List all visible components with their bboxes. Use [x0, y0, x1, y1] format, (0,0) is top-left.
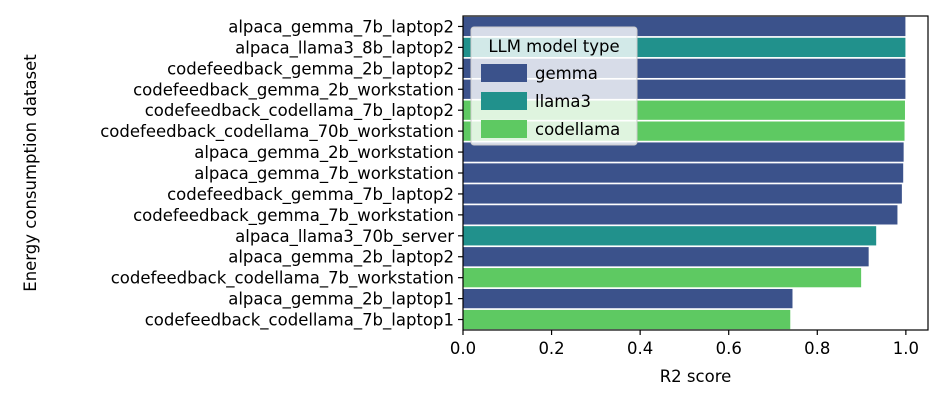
legend-box: [470, 26, 638, 146]
x-tick-label: 0.6: [716, 339, 742, 358]
legend-swatch-gemma: [481, 64, 527, 82]
x-axis-label: R2 score: [660, 367, 732, 386]
legend-swatch-codellama: [481, 120, 527, 138]
x-tick-label: 0.2: [538, 339, 564, 358]
y-tick-label: alpaca_llama3_8b_laptop2: [235, 38, 454, 58]
y-tick-label: codefeedback_codellama_7b_laptop1: [145, 311, 454, 331]
x-ticks-layer: 0.0 0.2 0.4 0.6 0.8 1.0: [450, 330, 919, 358]
legend-label-llama3: llama3: [535, 92, 591, 111]
y-tick-label: codefeedback_gemma_7b_workstation: [133, 206, 454, 226]
y-tick-label: alpaca_gemma_2b_laptop2: [228, 248, 454, 268]
y-ticks-layer: alpaca_gemma_7b_laptop2alpaca_llama3_8b_…: [100, 17, 463, 331]
y-tick-label: alpaca_gemma_2b_workstation: [194, 143, 454, 163]
x-tick-label: 0.4: [627, 339, 653, 358]
y-axis-label: Energy consumption dataset: [21, 54, 40, 292]
bar-alpaca-gemma-7b-workstation: [463, 163, 904, 183]
y-tick-label: codefeedback_codellama_7b_workstation: [111, 269, 454, 289]
bar-alpaca-gemma-2b-laptop1: [463, 288, 793, 309]
bar-codefeedback-codellama-7b-laptop1: [463, 309, 791, 330]
x-tick-label: 0.0: [450, 339, 476, 358]
y-tick-label: alpaca_llama3_70b_server: [235, 227, 454, 247]
y-tick-label: alpaca_gemma_2b_laptop1: [228, 290, 454, 310]
x-tick-label: 0.8: [804, 339, 830, 358]
bar-codefeedback-codellama-7b-workstation: [463, 268, 862, 288]
legend-items: gemma llama3 codellama: [481, 64, 620, 139]
bar-codefeedback-gemma-7b-laptop2: [463, 184, 902, 204]
y-tick-label: codefeedback_gemma_2b_laptop2: [167, 59, 454, 79]
y-tick-label: codefeedback_gemma_2b_workstation: [133, 80, 454, 100]
x-tick-label: 1.0: [893, 339, 919, 358]
y-tick-label: codefeedback_gemma_7b_laptop2: [167, 185, 454, 205]
bars-layer: [463, 16, 906, 330]
legend: LLM model type gemma llama3 codellama: [470, 26, 638, 146]
bar-alpaca-llama3-70b-server: [463, 226, 877, 246]
y-tick-label: alpaca_gemma_7b_laptop2: [228, 17, 454, 37]
y-tick-label: codefeedback_codellama_70b_workstation: [100, 122, 454, 142]
y-tick-label: codefeedback_codellama_7b_laptop2: [145, 101, 454, 121]
y-tick-label: alpaca_gemma_7b_workstation: [194, 164, 454, 184]
legend-label-gemma: gemma: [535, 64, 598, 83]
bar-alpaca-gemma-2b-workstation: [463, 142, 904, 162]
legend-swatch-llama3: [481, 92, 527, 110]
bar-alpaca-gemma-2b-laptop2: [463, 247, 869, 267]
legend-title: LLM model type: [488, 37, 619, 56]
legend-label-codellama: codellama: [535, 120, 620, 139]
bar-codefeedback-gemma-7b-workstation: [463, 205, 898, 225]
